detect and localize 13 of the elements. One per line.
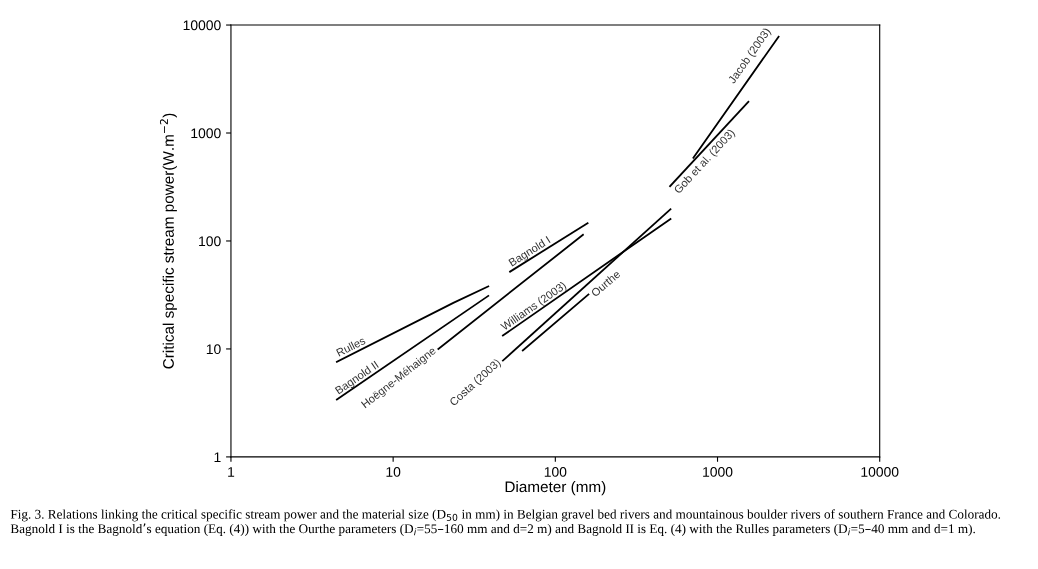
x-tick-label: 10000 xyxy=(861,467,899,477)
x-tick-label: 1000 xyxy=(703,467,733,477)
x-tick-label: 10 xyxy=(386,467,401,477)
x-tick-label: 1 xyxy=(228,467,235,477)
x-axis-title: Diameter (mm) xyxy=(505,480,606,496)
y-tick-label: 1000 xyxy=(191,128,221,139)
y-axis-title: Critical specific stream power(W.m$^{−2}$) xyxy=(159,113,177,369)
text: Fig. 3. Relations linking the critical specific stream power and the material size (D$_{50}$ in mm) in Belgian gravel bed rivers and mountainous boulder rivers of southern France and Colorado. Bagnold I is the Bagnold’s equation (Eq. (4)) with the Ourthe parameters (D$_{i}$=55–160 mm and d=2 m) and Bagnold II is Eq. (4) with the Rulles parameters (D$_{i}$=5–40 mm and d=1 m). xyxy=(10,509,1001,536)
y-tick-label: 1 xyxy=(214,452,221,462)
x-tick-label: 100 xyxy=(544,467,567,477)
y-tick-label: 10000 xyxy=(183,20,221,31)
y-tick-label: 10 xyxy=(206,344,221,355)
y-tick-label: 100 xyxy=(199,236,221,247)
